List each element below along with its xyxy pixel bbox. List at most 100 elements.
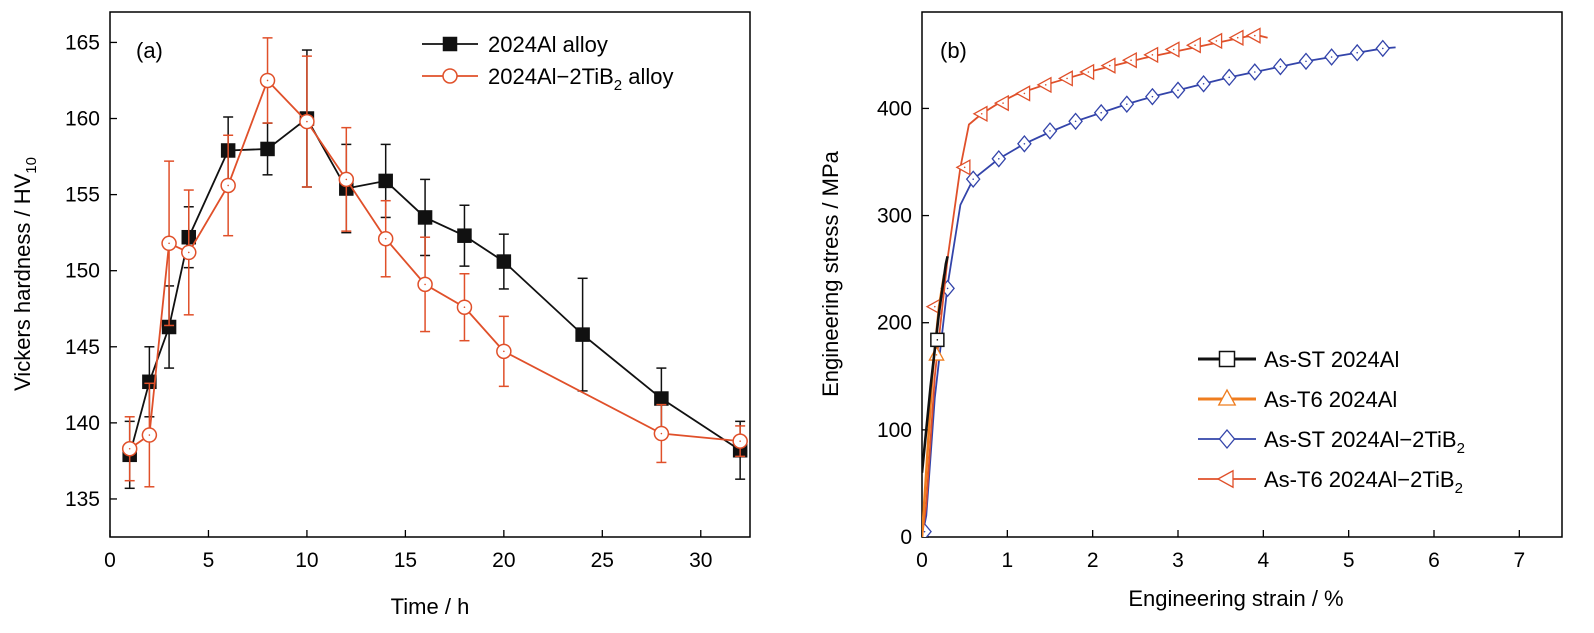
x-tick-label: 1 [1001,549,1013,572]
y-tick-label: 155 [65,184,100,207]
series-line [922,34,1268,537]
legend-entry-4-label-sub: 2 [1455,480,1463,497]
x-tick-label: 6 [1428,549,1440,572]
series-1 [922,255,949,473]
data-point [1164,41,1180,58]
y-tick-label: 140 [65,412,100,435]
legend-entry-2-marker [442,68,458,84]
x-tick-label: 0 [916,549,928,572]
panel-a-y-axis-label-sub: 10 [23,157,40,174]
data-point-center [1215,40,1218,42]
x-tick-label: 5 [203,549,215,572]
legend-entry-4-label: As-T6 2024Al−2TiB2 [1264,467,1463,497]
series-line [922,255,949,473]
panel-a-label: (a) [136,38,163,63]
data-point-center [1382,47,1384,50]
data-point-center [1330,56,1333,58]
data-point-center [936,339,939,341]
data-point-center [1049,130,1051,132]
data-point-center [935,354,938,356]
data-point-center [963,166,966,169]
panel-a-legend: 2024Al alloy 2024Al−2TiB2 alloy [422,32,673,94]
legend-entry-1-label-main: 2024Al alloy [488,32,608,57]
data-point-center [1172,48,1175,51]
data-point-center [980,112,983,115]
panel-b-x-ticks: 0 1 2 3 4 5 6 7 [916,530,1525,572]
data-point-center [1236,36,1239,39]
legend-entry-1-label: As-ST 2024Al [1264,347,1399,372]
data-point-center [923,530,926,533]
data-point-center [1044,84,1047,86]
panel-b-y-axis-label: Engineering stress / MPa [818,150,843,397]
data-point [1185,36,1201,54]
data-point [993,94,1009,112]
x-tick-label: 4 [1257,549,1269,572]
data-point-center [1202,82,1205,85]
data-point [1143,46,1159,64]
panel-a-frame [109,11,751,538]
data-point-center [1254,71,1256,73]
y-tick-label: 0 [900,526,912,549]
data-point-center [1356,51,1358,54]
data-point [575,327,590,342]
panel-b-label: (b) [940,38,967,63]
x-tick-label: 0 [104,549,116,572]
data-point [417,210,433,225]
legend-entry-1-label: 2024Al alloy [488,32,608,57]
data-point-center [168,242,170,245]
data-point-center [1126,103,1128,105]
data-point [972,105,988,123]
panel-b-y-ticks: 0 100 200 300 400 [877,97,929,549]
data-point-center [739,440,741,442]
legend-entry-1-marker [1218,350,1236,368]
data-point [1228,29,1244,46]
legend-entry-1-marker [442,36,458,52]
legend-entry-3-label: As-ST 2024Al−2TiB2 [1264,427,1465,457]
panel-a-y-ticks: 135 140 145 150 155 160 165 [65,31,117,511]
data-point [654,391,669,406]
legend-entry-2-marker [1217,388,1237,406]
data-point [1121,51,1137,69]
legend-entry-3-label-sub: 2 [1457,440,1465,457]
x-tick-label: 10 [295,549,318,572]
data-point-center [1194,44,1196,47]
series-3 [922,39,1396,537]
legend-entry-1-label-main: As-ST 2024Al [1264,347,1399,372]
data-point-center [463,306,466,309]
data-point-center [187,251,190,254]
legend-entry-2-label-tail: alloy [622,64,673,89]
data-point-center [227,184,229,187]
y-tick-label: 135 [65,488,100,511]
legend-entry-3-marker [1218,428,1236,450]
data-point [1015,85,1031,102]
legend-entry-3-label-main: As-ST 2024Al−2TiB [1264,427,1457,452]
data-point-center [1087,71,1090,73]
panel-b-plot-area [922,27,1396,537]
data-point [378,173,393,189]
panel-a-y-axis-label-main: Vickers hardness / HV [10,173,35,391]
panel-b-legend: As-ST 2024Al As-T6 2024Al As-ST 2024Al−2Ti… [1198,347,1465,497]
x-tick-label: 25 [591,549,614,572]
y-tick-label: 300 [877,205,912,228]
data-point-center [306,120,308,123]
x-tick-label: 7 [1513,549,1525,572]
panel-b: 0 1 2 3 4 5 6 7 0 100 200 300 400 (b) Engineering s… [818,11,1563,611]
x-tick-label: 30 [689,549,712,572]
panel-a-y-axis-label: Vickers hardness / HV10 [10,157,40,391]
data-point-center [1151,95,1154,98]
y-tick-label: 145 [65,336,100,359]
data-point-center [1177,89,1179,92]
data-point-center [1023,142,1026,145]
data-point [1036,76,1052,94]
data-point-center [424,283,426,286]
data-point-center [946,287,949,290]
data-point-center [1130,59,1132,62]
data-point-center [1305,60,1307,63]
data-point-center [384,237,387,240]
data-point-center [1023,92,1026,95]
series-4 [922,27,1268,537]
data-point [457,228,472,243]
data-point [1100,57,1116,74]
y-tick-label: 100 [877,419,912,442]
